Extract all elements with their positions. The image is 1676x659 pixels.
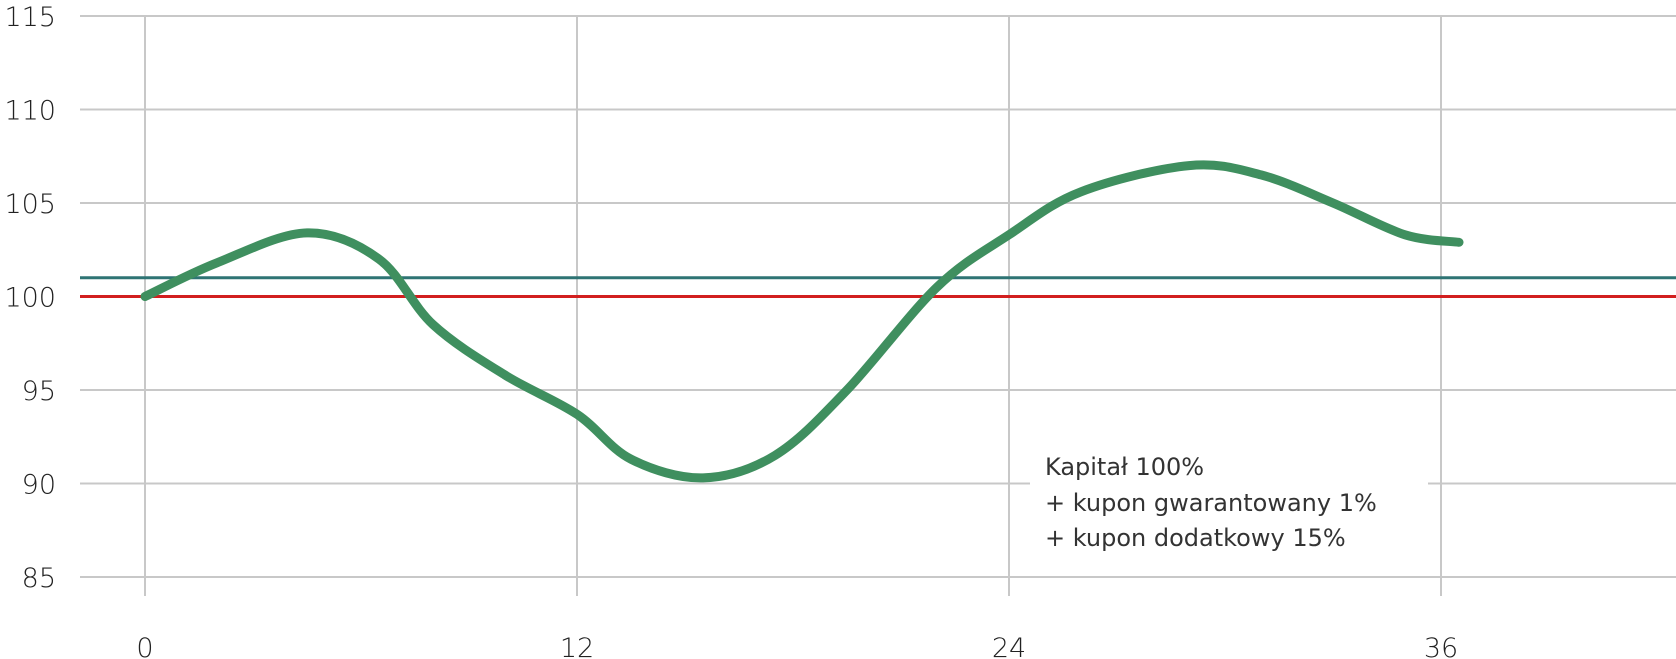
series-line-0 [140, 160, 1464, 483]
annotation-line-2: + kupon gwarantowany 1% [1045, 489, 1377, 517]
x-tick-label: 24 [992, 633, 1026, 659]
reference-lines [80, 276, 1676, 298]
vertical-gridlines [144, 16, 1442, 596]
x-tick-label: 0 [136, 633, 153, 659]
x-tick-label: 36 [1424, 633, 1458, 659]
y-tick-label: 115 [4, 2, 56, 33]
y-tick-label: 95 [22, 376, 56, 407]
y-tick-label: 90 [22, 470, 56, 501]
series-group [140, 160, 1464, 483]
x-axis-ticks: 0 12 24 36 [136, 633, 1458, 659]
y-tick-label: 100 [4, 283, 56, 314]
annotation-line-1: Kapitał 100% [1045, 453, 1204, 481]
y-tick-label: 85 [22, 563, 56, 594]
y-tick-label: 105 [4, 189, 56, 220]
annotation-background [1030, 442, 1428, 557]
x-tick-label: 12 [560, 633, 594, 659]
y-axis-ticks: 115 110 105 100 95 90 85 [4, 2, 56, 594]
annotation-line-3: + kupon dodatkowy 15% [1045, 524, 1346, 552]
y-tick-label: 110 [4, 96, 56, 127]
